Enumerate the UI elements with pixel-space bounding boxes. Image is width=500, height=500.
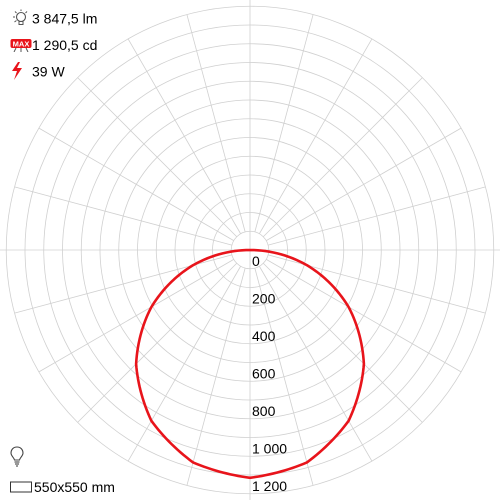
grid-radial-line — [254, 14, 314, 232]
lightbulb-icon — [10, 446, 32, 472]
max-intensity-value: 1 290,5 cd — [32, 37, 98, 53]
grid-radial-line — [38, 127, 234, 241]
radial-tick-labels: 0 200 400 600 800 1 000 1 200 — [252, 253, 287, 494]
grid-radial-line — [259, 266, 373, 462]
grid-radial-line — [127, 266, 241, 462]
grid-radial-line — [186, 14, 246, 232]
dimensions-row: 550x550 mm — [10, 478, 115, 497]
grid-radial-line — [268, 254, 486, 314]
radial-tick-label: 0 — [252, 253, 260, 269]
radial-tick-label: 800 — [252, 403, 276, 419]
rectangle-outline-icon — [10, 479, 34, 497]
grid-radial-line — [254, 268, 314, 486]
grid-radial-line — [14, 254, 232, 314]
radial-tick-label: 200 — [252, 291, 276, 307]
radial-tick-label: 400 — [252, 328, 276, 344]
grid-radial-line — [259, 38, 373, 234]
power-value: 39 W — [32, 63, 65, 80]
luminous-flux-value: 3 847,5 lm — [32, 10, 98, 27]
grid-radial-line — [77, 262, 238, 423]
lamp-row — [10, 446, 32, 472]
dimensions-value: 550x550 mm — [34, 479, 115, 495]
power-row: 39 W — [10, 62, 65, 84]
radial-tick-label: 600 — [252, 366, 276, 382]
grid-radial-line — [38, 259, 234, 373]
grid-radial-line — [266, 127, 462, 241]
grid-radial-line — [127, 38, 241, 234]
grid-radial-line — [266, 259, 462, 373]
lightning-icon — [10, 62, 32, 84]
grid-radial-line — [14, 186, 232, 246]
bulb-rays-icon — [10, 9, 32, 31]
grid-radial-line — [268, 186, 486, 246]
radial-tick-label: 1 200 — [252, 478, 287, 494]
grid-radial-line — [262, 77, 423, 238]
grid-radial-line — [77, 77, 238, 238]
max-intensity-row: MAX 1 290,5 cd — [10, 36, 97, 56]
intensity-curve-layer — [134, 248, 366, 480]
luminous-flux-row: 3 847,5 lm — [10, 9, 97, 31]
svg-text:MAX: MAX — [13, 40, 30, 49]
radial-tick-label: 1 000 — [252, 441, 287, 457]
max-badge-icon: MAX — [10, 36, 32, 56]
grid-radial-line — [262, 262, 423, 423]
intensity-curve-series — [134, 248, 366, 480]
grid-radial-line — [186, 268, 246, 486]
